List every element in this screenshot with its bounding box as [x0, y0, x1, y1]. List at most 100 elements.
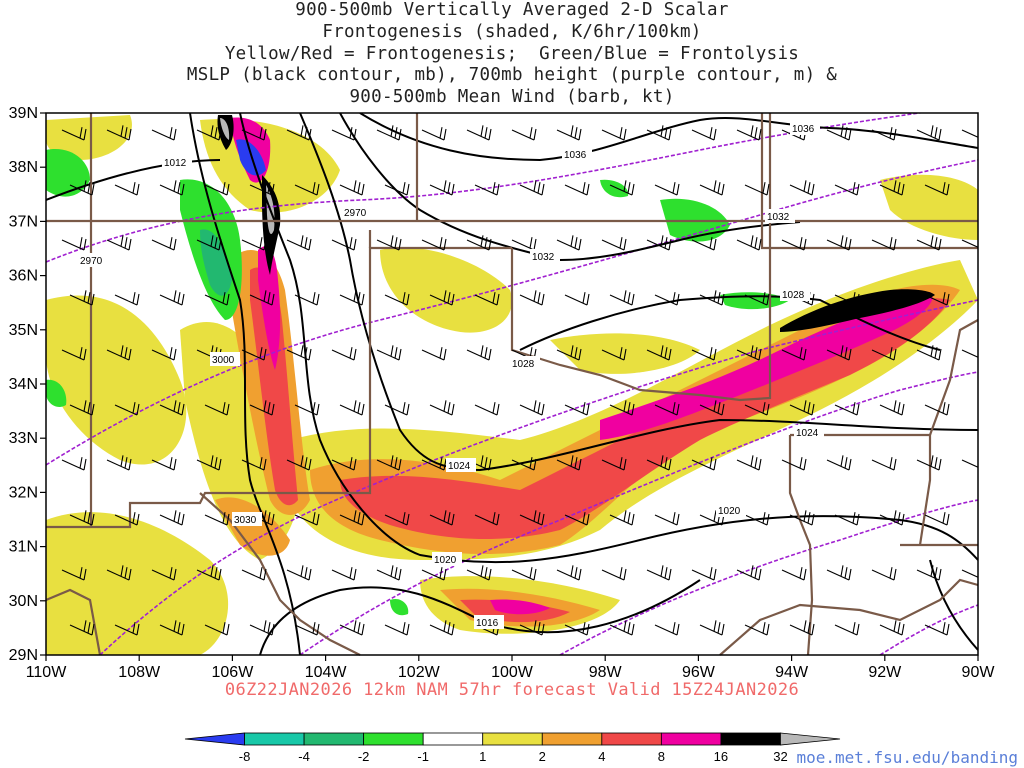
wind-barb: [601, 127, 627, 141]
colorbar-swatch: [244, 732, 305, 746]
lon-label: 108W: [118, 664, 161, 681]
wind-barb: [736, 455, 762, 471]
wind-barb: [736, 565, 762, 581]
wind-barb: [609, 620, 635, 636]
frontogenesis-shading: [46, 115, 978, 655]
wind-barb: [789, 400, 815, 416]
wind-barb: [924, 622, 950, 636]
lon-label: 92W: [868, 664, 902, 681]
wind-barb: [204, 622, 230, 636]
credit-link[interactable]: moe.met.fsu.edu/banding: [796, 748, 1018, 767]
colorbar-swatch: [184, 732, 245, 746]
svg-text:1036: 1036: [564, 150, 587, 161]
wind-barb: [519, 400, 545, 416]
contour-labels: 1036 1036 1032 1032 1028 1028 1024 1024 …: [78, 121, 824, 629]
title-line-4: MSLP (black contour, mb), 700mb height (…: [186, 65, 838, 86]
wind-barb: [556, 235, 582, 251]
pressure-label: 1032: [530, 249, 560, 263]
wind-barb: [871, 237, 897, 251]
wind-barb: [609, 510, 635, 526]
wind-barb: [151, 567, 177, 581]
wind-barb: [339, 620, 365, 636]
wind-barb: [241, 237, 267, 251]
wind-barb: [286, 455, 312, 471]
colorbar-tick-label: 32: [773, 749, 787, 764]
lon-label: 104W: [305, 664, 348, 681]
wind-barb: [466, 125, 492, 141]
wind-barb: [421, 347, 447, 361]
political-borders: [45, 113, 979, 656]
wind-barb: [789, 510, 815, 526]
wind-barb: [789, 180, 815, 196]
wind-barb: [601, 567, 627, 581]
wind-barb: [871, 127, 897, 141]
wind-barb: [699, 400, 725, 416]
wind-barb: [924, 402, 950, 416]
wind-barb: [556, 455, 582, 471]
svg-text:1020: 1020: [434, 555, 457, 566]
wind-barb: [961, 129, 978, 138]
svg-text:1032: 1032: [767, 212, 790, 223]
wind-barb: [151, 457, 177, 471]
wind-barb: [204, 292, 230, 306]
wind-barb: [744, 402, 770, 416]
lat-label: 30N: [9, 593, 38, 610]
pressure-label: 1028: [510, 356, 540, 370]
wind-barb: [736, 235, 762, 251]
wind-barb: [159, 510, 185, 526]
svg-text:2970: 2970: [344, 208, 367, 219]
wind-barb: [241, 457, 267, 471]
lat-label: 33N: [9, 430, 38, 447]
colorbar-swatch: [363, 732, 424, 746]
svg-text:1028: 1028: [782, 290, 805, 301]
lat-label: 38N: [9, 159, 38, 176]
colorbar-swatch: [780, 732, 841, 746]
wind-barb: [744, 512, 770, 526]
wind-barb: [69, 620, 95, 636]
wind-barb: [916, 235, 942, 251]
svg-text:3030: 3030: [234, 515, 257, 526]
wind-barb: [879, 400, 905, 416]
colorbar-tick-label: 4: [598, 749, 605, 764]
wind-barb: [151, 127, 177, 141]
lon-label: 94W: [775, 664, 809, 681]
wind-barb: [331, 457, 357, 471]
wind-barb: [879, 510, 905, 526]
svg-text:2970: 2970: [80, 256, 103, 267]
lat-label: 37N: [9, 213, 38, 230]
wind-barb: [474, 292, 500, 306]
wind-barb: [916, 455, 942, 471]
wind-barb: [241, 567, 267, 581]
wind-barb: [421, 567, 447, 581]
pressure-label: 1020: [716, 503, 746, 517]
svg-text:1036: 1036: [792, 124, 815, 135]
wind-barb: [519, 510, 545, 526]
wind-barb: [196, 235, 222, 251]
wind-barb: [339, 290, 365, 306]
svg-text:1016: 1016: [476, 618, 499, 629]
wind-barb: [429, 620, 455, 636]
wind-barb: [114, 402, 140, 416]
wind-barb: [691, 347, 717, 361]
wind-barb: [331, 237, 357, 251]
wind-barb: [834, 622, 860, 636]
wind-barb: [474, 182, 500, 196]
wind-barb: [159, 620, 185, 636]
wind-barb: [691, 457, 717, 471]
wind-barb: [826, 125, 852, 141]
wind-barb: [204, 402, 230, 416]
wind-barb: [106, 235, 132, 251]
wind-barb: [781, 457, 807, 471]
svg-text:1024: 1024: [796, 428, 819, 439]
wind-barb: [114, 622, 140, 636]
wind-barb: [924, 182, 950, 196]
wind-barb: [834, 512, 860, 526]
wind-barb: [609, 400, 635, 416]
svg-text:1032: 1032: [532, 252, 555, 263]
height-label: 2970: [342, 205, 372, 219]
lat-label: 32N: [9, 484, 38, 501]
wind-barb: [691, 237, 717, 251]
wind-barb: [114, 512, 140, 526]
colorbar-swatch: [541, 732, 603, 746]
colorbar-tick-label: 8: [658, 749, 665, 764]
